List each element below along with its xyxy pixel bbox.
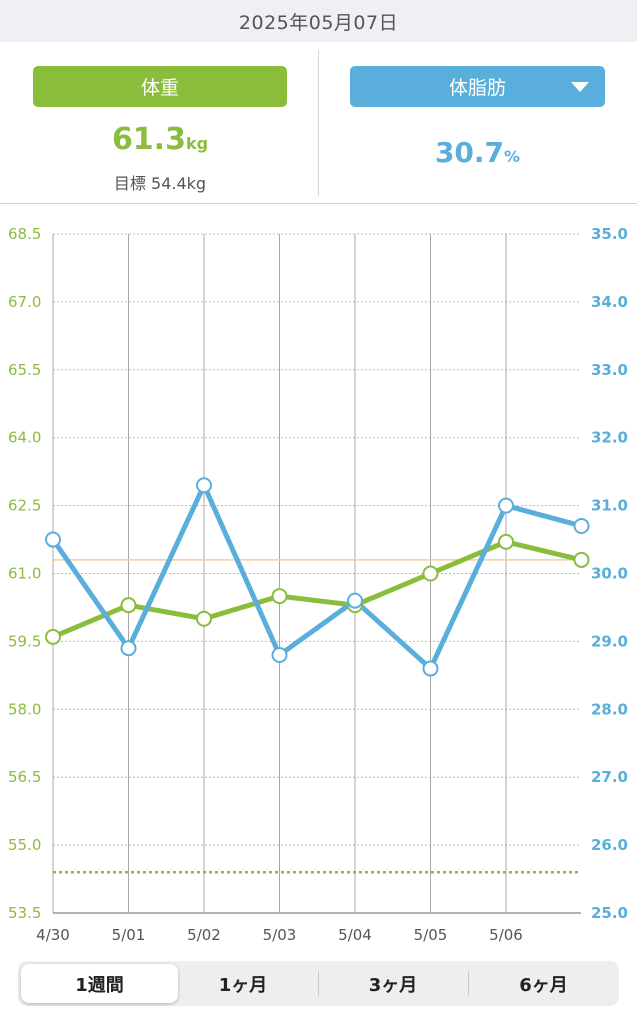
body-fat-unit: % <box>504 147 521 166</box>
body-fat-point <box>45 531 61 548</box>
body-fat-label: 体脂肪 <box>448 77 506 99</box>
y-right-tick-label: 32.0 <box>591 429 628 447</box>
y-right-tick-label: 28.0 <box>591 700 628 718</box>
tab-1-week-label: 1週間 <box>75 974 124 996</box>
x-tick-label: 5/04 <box>338 926 372 944</box>
tab-3-months[interactable]: 3ヶ月 <box>318 961 468 1006</box>
weight-point <box>45 628 61 645</box>
body-fat-point <box>498 497 514 514</box>
weight-point <box>196 610 212 627</box>
weight-button[interactable]: 体重 <box>33 66 287 107</box>
y-left-tick-label: 67.0 <box>8 293 41 311</box>
weight-button-label: 体重 <box>140 77 179 99</box>
y-left-tick-label: 53.5 <box>8 904 41 922</box>
weight-value: 61.3kg <box>33 122 287 157</box>
summary-divider <box>318 50 319 196</box>
y-left-tick-label: 55.0 <box>8 836 41 854</box>
weight-point <box>573 551 590 568</box>
body-fat-number: 30.7 <box>434 136 505 169</box>
body-fat-dropdown[interactable]: 体脂肪 <box>350 66 605 107</box>
body-fat-series-line <box>50 482 584 672</box>
x-tick-label: 5/01 <box>112 926 146 944</box>
x-tick-label: 5/05 <box>414 926 448 944</box>
y-right-tick-label: 30.0 <box>591 565 628 583</box>
x-tick-label: 5/06 <box>489 926 523 944</box>
y-left-tick-label: 61.0 <box>8 565 41 583</box>
summary-panel: 体重 61.3kg 目標 54.4kg 体脂肪 30.7% <box>0 42 637 204</box>
x-tick-label: 5/03 <box>263 926 297 944</box>
weight-point <box>422 565 439 582</box>
weight-number: 61.3 <box>111 122 186 157</box>
weight-point <box>498 533 514 550</box>
weight-bodyfat-chart: 68.5 67.0 65.5 64.0 62.5 61.0 59.5 58.0 56.5 55.0… <box>8 225 628 944</box>
weight-unit: kg <box>185 134 209 153</box>
y-left-tick-label: 65.5 <box>8 361 41 379</box>
x-tick-label: 5/02 <box>187 926 221 944</box>
body-fat-value: 30.7% <box>350 136 605 169</box>
tab-6-months[interactable]: 6ヶ月 <box>468 961 619 1006</box>
x-tick-label: 4/30 <box>36 926 70 944</box>
y-left-tick-label: 68.5 <box>8 225 41 243</box>
date-header: 2025年05月07日 <box>0 0 637 42</box>
weight-point <box>120 597 137 614</box>
date-label: 2025年05月07日 <box>238 11 399 34</box>
weight-point <box>271 588 288 605</box>
y-right-tick-label: 34.0 <box>591 293 628 311</box>
body-fat-point <box>120 640 137 657</box>
y-left-tick-label: 64.0 <box>8 429 41 447</box>
body-fat-point <box>196 477 212 494</box>
y-right-tick-label: 35.0 <box>591 225 628 243</box>
y-right-tick-label: 27.0 <box>591 768 628 786</box>
period-selector: 1週間 1ヶ月 3ヶ月 6ヶ月 <box>18 961 619 1006</box>
y-left-tick-label: 58.0 <box>8 700 41 718</box>
body-fat-point <box>573 517 590 534</box>
tab-separator <box>318 971 319 996</box>
y-right-tick-label: 26.0 <box>591 836 628 854</box>
y-right-tick-label: 29.0 <box>591 632 628 650</box>
tab-1-month[interactable]: 1ヶ月 <box>168 961 318 1006</box>
y-right-tick-label: 33.0 <box>591 361 628 379</box>
y-left-tick-label: 56.5 <box>8 768 41 786</box>
tab-1-month-label: 1ヶ月 <box>218 974 268 996</box>
tab-1-week[interactable]: 1週間 <box>21 964 178 1003</box>
tab-6-months-label: 6ヶ月 <box>519 974 568 996</box>
body-fat-point <box>271 646 288 663</box>
weight-goal: 目標 54.4kg <box>113 174 207 193</box>
y-left-tick-label: 59.5 <box>8 632 41 650</box>
weight-series-line <box>50 539 584 640</box>
chevron-down-icon <box>571 82 589 92</box>
y-right-tick-label: 25.0 <box>591 904 628 922</box>
y-right-tick-label: 31.0 <box>591 497 628 515</box>
tab-separator <box>468 971 469 996</box>
body-fat-point <box>347 592 363 609</box>
y-left-tick-label: 62.5 <box>8 497 41 515</box>
body-fat-point <box>422 660 439 677</box>
tab-3-months-label: 3ヶ月 <box>368 974 418 996</box>
